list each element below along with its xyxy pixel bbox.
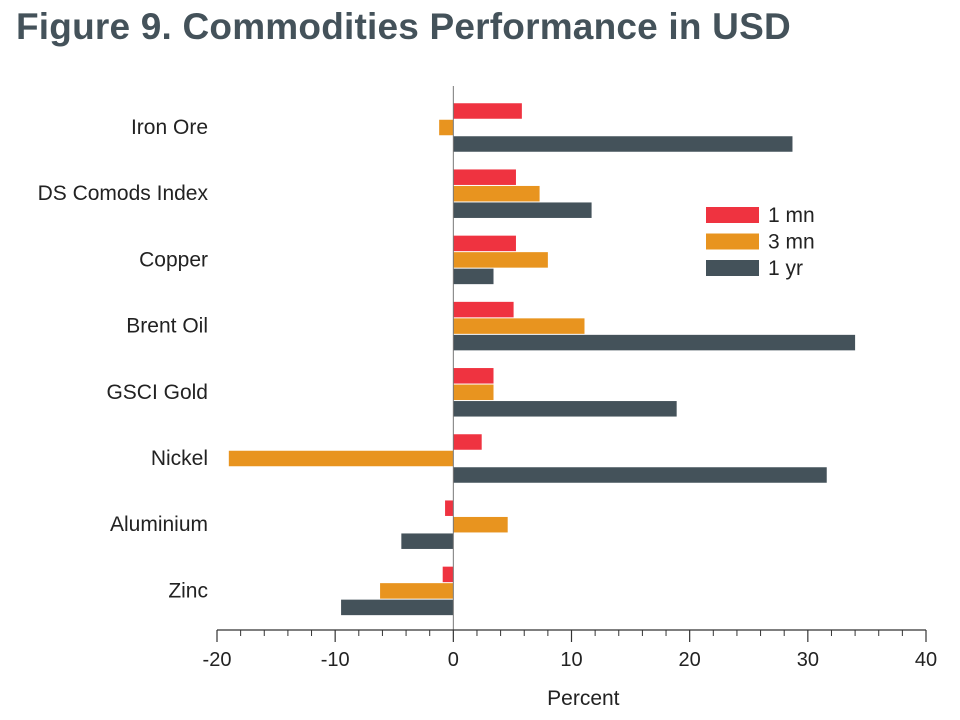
bar-copper-1yr <box>453 268 494 285</box>
bar-brent-oil-1mn <box>453 301 514 318</box>
legend-label: 1 mn <box>768 204 815 227</box>
category-label: Iron Ore <box>131 116 208 139</box>
x-tick-label: 40 <box>915 649 937 671</box>
x-tick-label: 30 <box>797 649 819 671</box>
x-tick-label: 20 <box>679 649 701 671</box>
bar-ds-comods-index-1yr <box>453 202 592 218</box>
bar-aluminium-1mn <box>445 500 454 516</box>
bar-zinc-1yr <box>341 599 454 616</box>
category-label: Zinc <box>168 579 208 602</box>
bar-copper-1mn <box>453 235 516 252</box>
bar-nickel-1yr <box>453 467 827 483</box>
x-axis-title: Percent <box>547 687 620 710</box>
bar-zinc-3mn <box>380 583 454 599</box>
category-label: Nickel <box>151 447 208 470</box>
bar-gsci-gold-1yr <box>453 401 677 417</box>
legend-swatch <box>706 233 759 250</box>
bar-zinc-1mn <box>442 566 454 583</box>
legend-swatch <box>706 260 759 276</box>
bar-brent-oil-3mn <box>453 318 585 334</box>
bar-nickel-3mn <box>228 450 454 467</box>
bar-brent-oil-1yr <box>453 334 856 351</box>
x-tick-label: -10 <box>321 649 350 671</box>
legend-label: 1 yr <box>768 257 803 280</box>
bar-nickel-1mn <box>453 434 482 450</box>
legend-swatch <box>706 207 759 223</box>
bar-aluminium-1yr <box>401 533 454 549</box>
chart-title: Figure 9. Commodities Performance in USD <box>16 6 791 47</box>
legend-label: 3 mn <box>768 231 815 254</box>
bar-iron-ore-3mn <box>439 119 454 136</box>
bar-iron-ore-1mn <box>453 103 522 119</box>
bar-aluminium-3mn <box>453 516 508 533</box>
bar-iron-ore-1yr <box>453 136 793 152</box>
bar-copper-3mn <box>453 252 548 268</box>
axes-layer: -20 -10 0 10 20 30 40 Percent <box>203 86 937 710</box>
x-tick-label: -20 <box>203 649 232 671</box>
category-label: GSCI Gold <box>106 381 208 404</box>
bar-gsci-gold-1mn <box>453 368 494 384</box>
category-label: Aluminium <box>110 513 208 536</box>
x-tick-label: 10 <box>560 649 582 671</box>
bar-gsci-gold-3mn <box>453 384 494 401</box>
category-label: DS Comods Index <box>38 182 209 205</box>
legend: 1 mn 3 mn 1 yr <box>706 204 815 280</box>
category-labels: Iron Ore DS Comods Index Copper Brent Oil GS… <box>38 116 209 602</box>
category-label: Copper <box>139 248 208 271</box>
category-label: Brent Oil <box>126 315 208 338</box>
bar-ds-comods-index-1mn <box>453 169 516 185</box>
bar-ds-comods-index-3mn <box>453 185 540 202</box>
bars-layer <box>228 103 856 616</box>
x-tick-label: 0 <box>448 649 459 671</box>
